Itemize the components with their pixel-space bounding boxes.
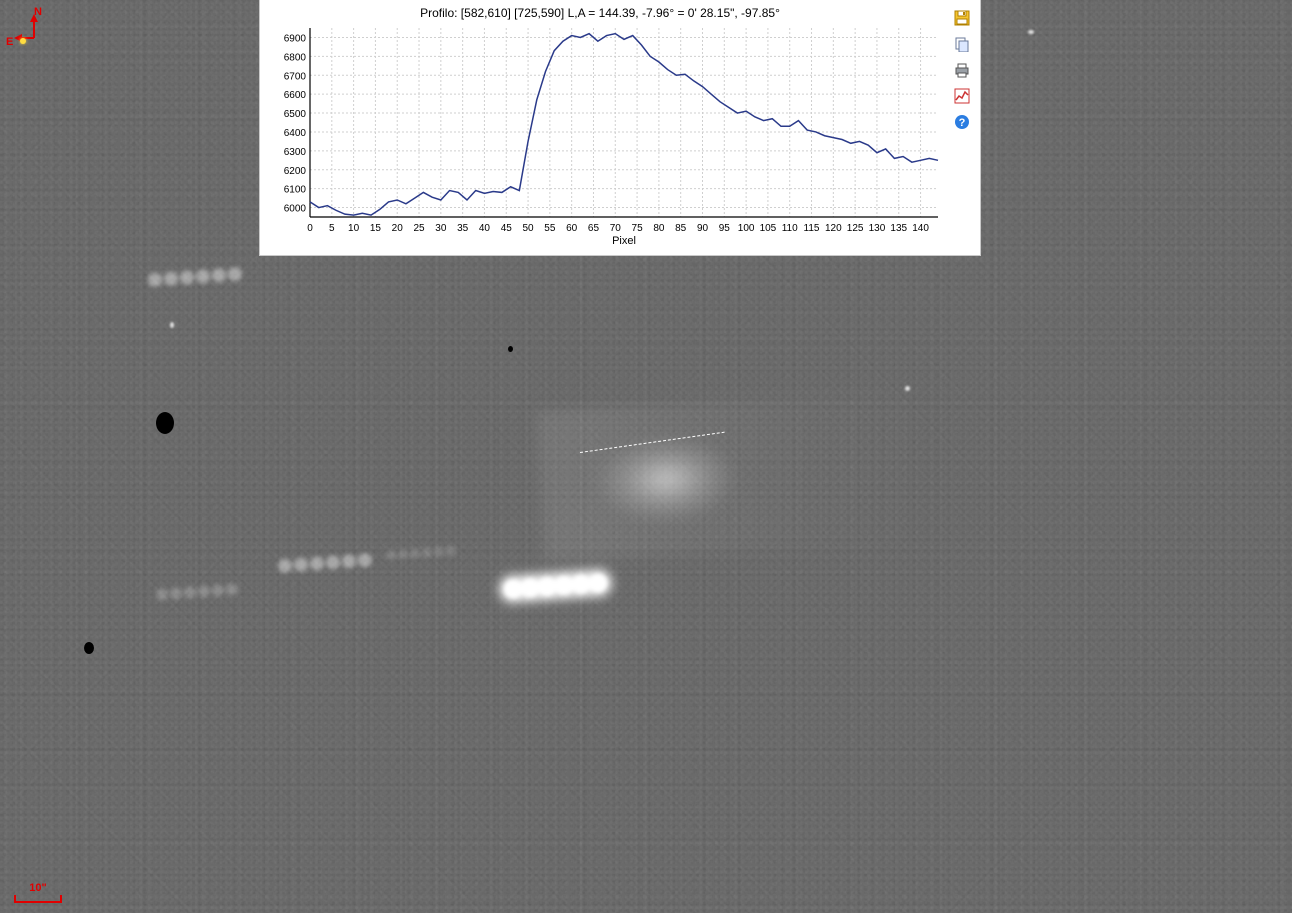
svg-text:110: 110 (782, 223, 798, 234)
comet-object (536, 389, 963, 561)
chart-toolbar: ? (948, 8, 976, 132)
copy-icon (954, 36, 970, 52)
svg-text:120: 120 (825, 223, 842, 234)
svg-text:5: 5 (329, 223, 335, 234)
svg-text:95: 95 (719, 223, 731, 234)
svg-text:25: 25 (413, 223, 425, 234)
svg-text:85: 85 (675, 223, 687, 234)
svg-text:Pixel: Pixel (612, 235, 636, 247)
profile-panel[interactable]: Profilo: [582,610] [725,590] L,A = 144.3… (260, 0, 980, 255)
profile-chart[interactable]: 6000 6100 6200 6300 6400 6500 6600 6700 6800 6900… (268, 22, 944, 247)
print-button[interactable] (952, 60, 972, 80)
svg-text:30: 30 (435, 223, 447, 234)
scale-bar-line (14, 895, 62, 903)
compass-east-label: E (6, 36, 13, 48)
chart-line-icon (954, 88, 970, 104)
help-icon: ? (954, 114, 970, 130)
svg-text:0: 0 (307, 223, 313, 234)
svg-text:115: 115 (804, 223, 820, 234)
svg-text:?: ? (959, 117, 966, 129)
svg-text:80: 80 (653, 223, 665, 234)
save-button[interactable] (952, 8, 972, 28)
svg-text:40: 40 (479, 223, 491, 234)
svg-text:10: 10 (348, 223, 360, 234)
sun-direction-icon (20, 38, 26, 44)
svg-text:90: 90 (697, 223, 709, 234)
floppy-disk-icon (954, 10, 970, 26)
svg-text:20: 20 (392, 223, 404, 234)
scale-bar: 10" (14, 882, 62, 903)
svg-text:75: 75 (632, 223, 644, 234)
svg-text:70: 70 (610, 223, 622, 234)
svg-text:130: 130 (869, 223, 886, 234)
svg-text:135: 135 (890, 223, 907, 234)
svg-text:6000: 6000 (284, 204, 307, 215)
svg-text:105: 105 (760, 223, 777, 234)
help-button[interactable]: ? (952, 112, 972, 132)
svg-text:6400: 6400 (284, 128, 307, 139)
chart-title: Profilo: [582,610] [725,590] L,A = 144.3… (260, 6, 940, 20)
orientation-compass: N E (6, 6, 46, 51)
svg-text:6900: 6900 (284, 33, 307, 44)
svg-text:125: 125 (847, 223, 864, 234)
svg-text:50: 50 (522, 223, 534, 234)
svg-text:45: 45 (501, 223, 513, 234)
compass-arrows-icon (14, 14, 42, 42)
svg-text:140: 140 (912, 223, 929, 234)
copy-button[interactable] (952, 34, 972, 54)
svg-text:15: 15 (370, 223, 382, 234)
svg-text:6700: 6700 (284, 71, 307, 82)
printer-icon (954, 62, 970, 78)
svg-text:6500: 6500 (284, 109, 307, 120)
svg-text:6200: 6200 (284, 166, 307, 177)
svg-text:6100: 6100 (284, 185, 307, 196)
chart-options-button[interactable] (952, 86, 972, 106)
svg-text:35: 35 (457, 223, 469, 234)
svg-text:65: 65 (588, 223, 600, 234)
scale-bar-label: 10" (29, 882, 46, 894)
svg-text:100: 100 (738, 223, 755, 234)
svg-text:6600: 6600 (284, 90, 307, 101)
svg-text:6300: 6300 (284, 147, 307, 158)
svg-text:6800: 6800 (284, 52, 307, 63)
image-viewport[interactable]: N E 10" Profilo: [582,610] [725,590] L,A… (0, 0, 1292, 913)
svg-text:55: 55 (544, 223, 556, 234)
svg-text:60: 60 (566, 223, 578, 234)
